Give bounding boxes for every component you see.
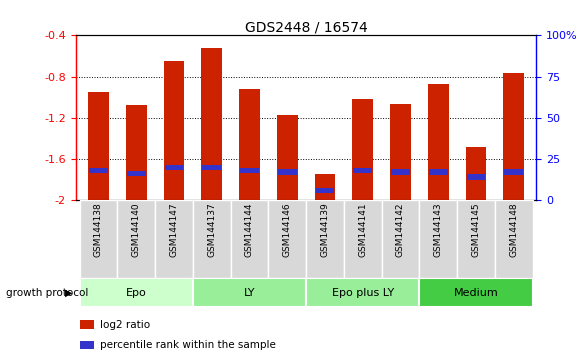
- Bar: [429, 170, 448, 175]
- Text: Medium: Medium: [454, 288, 498, 298]
- FancyBboxPatch shape: [79, 200, 117, 278]
- Bar: [202, 165, 221, 170]
- Text: GSM144148: GSM144148: [509, 202, 518, 257]
- Bar: [428, 84, 448, 200]
- Text: Epo plus LY: Epo plus LY: [332, 288, 394, 298]
- Bar: [278, 170, 297, 175]
- Bar: [391, 170, 410, 175]
- Bar: [88, 92, 109, 200]
- Text: ▶: ▶: [65, 288, 72, 298]
- Text: GSM144139: GSM144139: [321, 202, 329, 257]
- Text: GSM144140: GSM144140: [132, 202, 141, 257]
- Text: GSM144143: GSM144143: [434, 202, 442, 257]
- FancyBboxPatch shape: [382, 200, 419, 278]
- Text: GSM144137: GSM144137: [207, 202, 216, 257]
- Text: log2 ratio: log2 ratio: [100, 320, 150, 330]
- FancyBboxPatch shape: [344, 200, 382, 278]
- FancyBboxPatch shape: [306, 279, 419, 307]
- FancyBboxPatch shape: [193, 279, 306, 307]
- Bar: [466, 175, 485, 179]
- Bar: [164, 61, 184, 200]
- Text: GSM144147: GSM144147: [170, 202, 178, 257]
- FancyBboxPatch shape: [495, 200, 533, 278]
- FancyBboxPatch shape: [268, 200, 306, 278]
- Text: GSM144141: GSM144141: [358, 202, 367, 257]
- Bar: [466, 147, 486, 200]
- Bar: [126, 105, 146, 200]
- Bar: [80, 341, 94, 349]
- Text: LY: LY: [244, 288, 255, 298]
- Bar: [127, 171, 146, 176]
- FancyBboxPatch shape: [306, 200, 344, 278]
- Bar: [353, 168, 372, 173]
- Text: GSM144142: GSM144142: [396, 202, 405, 257]
- Bar: [240, 168, 259, 173]
- Title: GDS2448 / 16574: GDS2448 / 16574: [245, 20, 367, 34]
- Bar: [315, 188, 334, 193]
- FancyBboxPatch shape: [79, 279, 193, 307]
- Text: GSM144146: GSM144146: [283, 202, 292, 257]
- Bar: [315, 174, 335, 200]
- FancyBboxPatch shape: [457, 200, 495, 278]
- Bar: [80, 320, 94, 329]
- Bar: [390, 104, 411, 200]
- Bar: [89, 168, 108, 173]
- FancyBboxPatch shape: [419, 279, 533, 307]
- Text: Epo: Epo: [126, 288, 146, 298]
- FancyBboxPatch shape: [193, 200, 230, 278]
- Text: GSM144145: GSM144145: [472, 202, 480, 257]
- Bar: [504, 170, 523, 175]
- Text: growth protocol: growth protocol: [6, 288, 88, 298]
- Bar: [277, 115, 297, 200]
- Bar: [201, 48, 222, 200]
- Bar: [239, 89, 260, 200]
- FancyBboxPatch shape: [230, 200, 268, 278]
- Bar: [352, 99, 373, 200]
- FancyBboxPatch shape: [155, 200, 193, 278]
- FancyBboxPatch shape: [419, 200, 457, 278]
- Text: percentile rank within the sample: percentile rank within the sample: [100, 340, 276, 350]
- Bar: [164, 165, 183, 170]
- Bar: [503, 74, 524, 200]
- Text: GSM144144: GSM144144: [245, 202, 254, 257]
- Text: GSM144138: GSM144138: [94, 202, 103, 257]
- FancyBboxPatch shape: [117, 200, 155, 278]
